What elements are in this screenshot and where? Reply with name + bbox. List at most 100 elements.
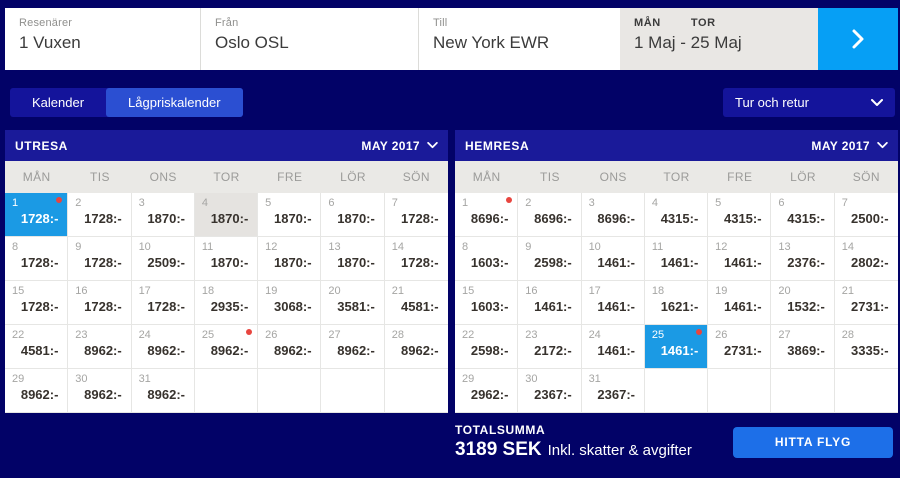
calendar-day-cell[interactable]: 17 1728:- xyxy=(131,281,195,325)
calendar-day-cell[interactable]: 28 8962:- xyxy=(384,325,448,369)
day-price: 2367:- xyxy=(597,387,635,402)
calendar-day-cell[interactable]: 19 1461:- xyxy=(708,281,772,325)
tab-lagpriskalender[interactable]: Lågpriskalender xyxy=(106,88,243,117)
calendar-day-cell[interactable]: 5 1870:- xyxy=(258,193,322,237)
day-price: 1461:- xyxy=(660,343,699,358)
calendar-day-cell[interactable]: 14 2802:- xyxy=(834,237,898,281)
calendar-day-cell[interactable]: 14 1728:- xyxy=(384,237,448,281)
day-number: 31 xyxy=(138,373,151,385)
calendar-day-cell[interactable]: 13 2376:- xyxy=(771,237,835,281)
calendar-day-cell[interactable]: 21 4581:- xyxy=(384,281,448,325)
calendar-day-cell[interactable]: 28 3335:- xyxy=(834,325,898,369)
search-submit-button[interactable] xyxy=(818,8,898,70)
calendar-day-cell[interactable]: 17 1461:- xyxy=(581,281,645,325)
month-selector[interactable]: MAY 2017 xyxy=(361,139,438,153)
calendar-day-cell[interactable]: 4 1870:- xyxy=(194,193,259,237)
day-number: 27 xyxy=(328,329,341,341)
day-number: 21 xyxy=(841,285,854,297)
day-number: 1 xyxy=(462,197,469,209)
calendar-day-cell[interactable]: 1 8696:- xyxy=(455,193,519,237)
day-number: 16 xyxy=(525,285,538,297)
day-number: 12 xyxy=(265,241,278,253)
calendar-day-cell[interactable]: 10 2509:- xyxy=(131,237,195,281)
calendar-day-cell[interactable]: 31 8962:- xyxy=(131,369,195,413)
chevron-down-icon xyxy=(877,142,888,149)
calendar-day-cell[interactable]: 4 4315:- xyxy=(644,193,709,237)
calendar-day-cell[interactable]: 26 2731:- xyxy=(708,325,772,369)
calendar-day-cell[interactable]: 19 3068:- xyxy=(258,281,322,325)
view-controls: Kalender Lågpriskalender Tur och retur xyxy=(10,88,895,117)
calendar-day-cell[interactable]: 9 1728:- xyxy=(68,237,132,281)
calendar-day-cell[interactable]: 12 1870:- xyxy=(258,237,322,281)
calendar-day-cell[interactable]: 27 8962:- xyxy=(321,325,385,369)
calendar-day-cell[interactable]: 6 1870:- xyxy=(321,193,385,237)
calendar-day-cell[interactable]: 22 2598:- xyxy=(455,325,519,369)
calendar-day-cell[interactable]: 20 3581:- xyxy=(321,281,385,325)
calendar-day-cell[interactable]: 23 2172:- xyxy=(518,325,582,369)
destination-field[interactable]: Till New York EWR xyxy=(418,8,620,70)
calendar-day-cell[interactable]: 18 1621:- xyxy=(644,281,709,325)
day-price: 3581:- xyxy=(337,299,375,314)
calendar-day-cell[interactable]: 5 4315:- xyxy=(708,193,772,237)
calendar-day-cell[interactable]: 15 1603:- xyxy=(455,281,519,325)
calendar-day-cell[interactable]: 25 8962:- xyxy=(194,325,259,369)
calendar-day-cell[interactable]: 31 2367:- xyxy=(581,369,645,413)
day-of-week-label: TOR xyxy=(663,170,690,184)
calendar-empty-cell xyxy=(834,369,898,413)
calendar-day-cell[interactable]: 30 2367:- xyxy=(518,369,582,413)
day-price: 1461:- xyxy=(597,255,635,270)
calendar-day-cell[interactable]: 7 2500:- xyxy=(834,193,898,237)
calendar-day-cell[interactable]: 16 1461:- xyxy=(518,281,582,325)
notice-dot-icon xyxy=(696,329,703,335)
calendar-day-cell[interactable]: 25 1461:- xyxy=(644,325,709,369)
calendar-day-cell[interactable]: 7 1728:- xyxy=(384,193,448,237)
tab-kalender[interactable]: Kalender xyxy=(10,88,106,117)
calendar-day-cell[interactable]: 11 1461:- xyxy=(644,237,709,281)
calendar-day-cell[interactable]: 18 2935:- xyxy=(194,281,259,325)
month-selector[interactable]: MAY 2017 xyxy=(811,139,888,153)
calendar-day-cell[interactable]: 11 1870:- xyxy=(194,237,259,281)
calendar-day-cell[interactable]: 26 8962:- xyxy=(258,325,322,369)
calendar-day-cell[interactable]: 27 3869:- xyxy=(771,325,835,369)
dates-field[interactable]: MÅN TOR 1 Maj - 25 Maj xyxy=(620,8,818,70)
calendar-day-cell[interactable]: 8 1728:- xyxy=(5,237,69,281)
calendar-day-cell[interactable]: 23 8962:- xyxy=(68,325,132,369)
calendar-day-cell[interactable]: 12 1461:- xyxy=(708,237,772,281)
calendar-day-cell[interactable]: 2 1728:- xyxy=(68,193,132,237)
calendar-day-cell[interactable]: 24 8962:- xyxy=(131,325,195,369)
calendar-day-cell[interactable]: 22 4581:- xyxy=(5,325,69,369)
calendar-day-cell[interactable]: 15 1728:- xyxy=(5,281,69,325)
day-number: 8 xyxy=(12,241,19,253)
calendar-day-cell[interactable]: 30 8962:- xyxy=(68,369,132,413)
calendar-day-cell[interactable]: 29 2962:- xyxy=(455,369,519,413)
total-summary: TOTALSUMMA 3189 SEK Inkl. skatter & avgi… xyxy=(455,423,692,461)
day-price: 8962:- xyxy=(147,387,185,402)
calendar-day-cell[interactable]: 9 2598:- xyxy=(518,237,582,281)
calendar-day-cell[interactable]: 6 4315:- xyxy=(771,193,835,237)
calendar-day-cell[interactable]: 10 1461:- xyxy=(581,237,645,281)
find-flights-button[interactable]: HITTA FLYG xyxy=(733,426,893,458)
trip-type-dropdown[interactable]: Tur och retur xyxy=(723,88,895,117)
day-number: 24 xyxy=(588,329,601,341)
day-number: 17 xyxy=(138,285,151,297)
calendar-day-cell[interactable]: 16 1728:- xyxy=(68,281,132,325)
day-price: 2172:- xyxy=(534,343,572,358)
calendar-day-cell[interactable]: 13 1870:- xyxy=(321,237,385,281)
day-number: 18 xyxy=(651,285,665,297)
calendar-day-cell[interactable]: 24 1461:- xyxy=(581,325,645,369)
calendar-day-cell[interactable]: 1 1728:- xyxy=(5,193,69,237)
day-number: 4 xyxy=(201,197,208,209)
calendar-day-cell[interactable]: 2 8696:- xyxy=(518,193,582,237)
total-value: 3189 SEK xyxy=(455,439,542,460)
calendar-day-cell[interactable]: 3 8696:- xyxy=(581,193,645,237)
day-price: 1870:- xyxy=(273,211,312,226)
calendar-day-cell[interactable]: 8 1603:- xyxy=(455,237,519,281)
calendar-day-cell[interactable]: 20 1532:- xyxy=(771,281,835,325)
calendar-day-cell[interactable]: 29 8962:- xyxy=(5,369,69,413)
calendar-day-cell[interactable]: 3 1870:- xyxy=(131,193,195,237)
origin-field[interactable]: Från Oslo OSL xyxy=(200,8,418,70)
outbound-calendar-header: UTRESA MAY 2017 xyxy=(5,130,448,161)
calendar-day-cell[interactable]: 21 2731:- xyxy=(834,281,898,325)
day-price: 1461:- xyxy=(534,299,572,314)
passengers-field[interactable]: Resenärer 1 Vuxen xyxy=(5,8,200,70)
